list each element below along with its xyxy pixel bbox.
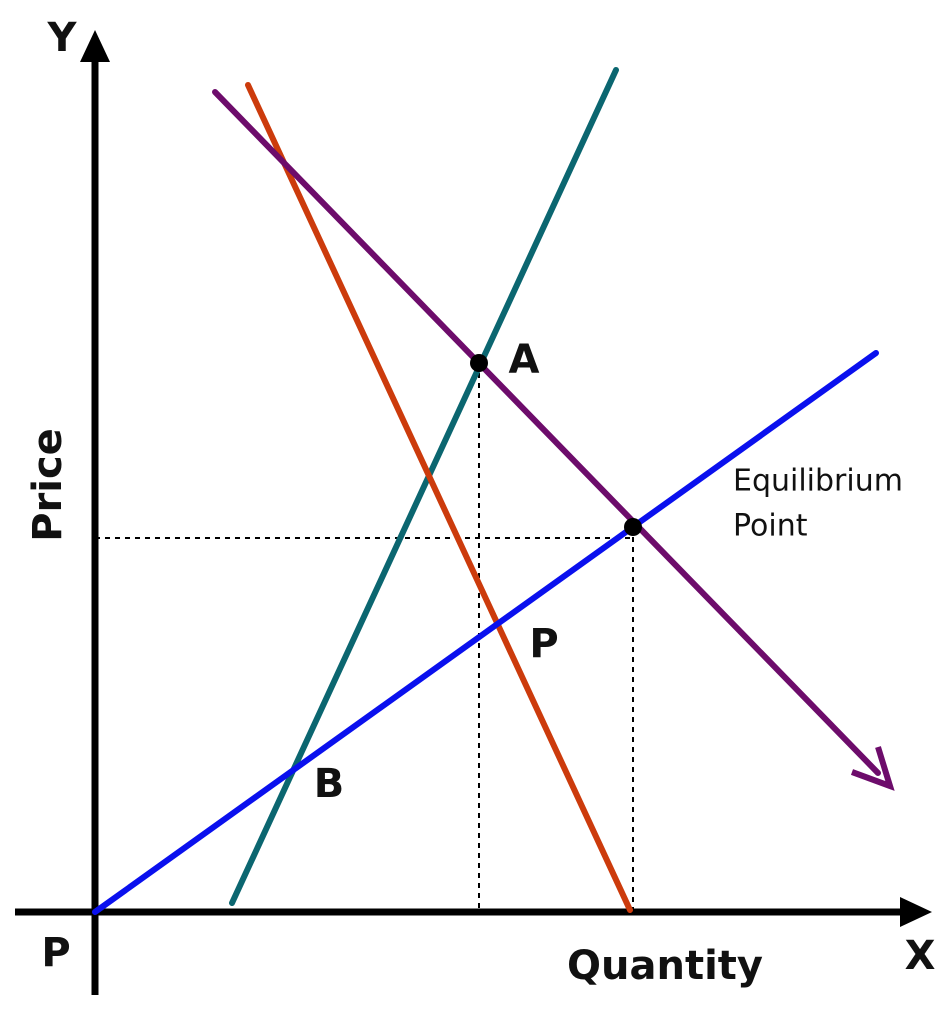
annotation-line: Point [733,509,808,544]
x-symbol: X [905,933,936,979]
x-arrow [900,897,932,927]
teal-line [229,67,619,906]
x-label: Quantity [567,943,763,989]
equilibrium-dot [624,518,642,536]
purple-line [212,89,881,776]
y-label: Price [25,428,71,542]
point-label: B [314,761,345,807]
y-symbol: Y [47,15,78,61]
point-label: P [529,621,558,667]
point-label: A [509,337,540,383]
blue-line [92,350,879,915]
orange-line [245,82,633,913]
annotation-line: Equilibrium [733,464,903,499]
point-a-dot [470,354,488,372]
purple-arrow [850,746,895,791]
origin-label: P [41,930,70,976]
y-arrow [80,30,110,62]
